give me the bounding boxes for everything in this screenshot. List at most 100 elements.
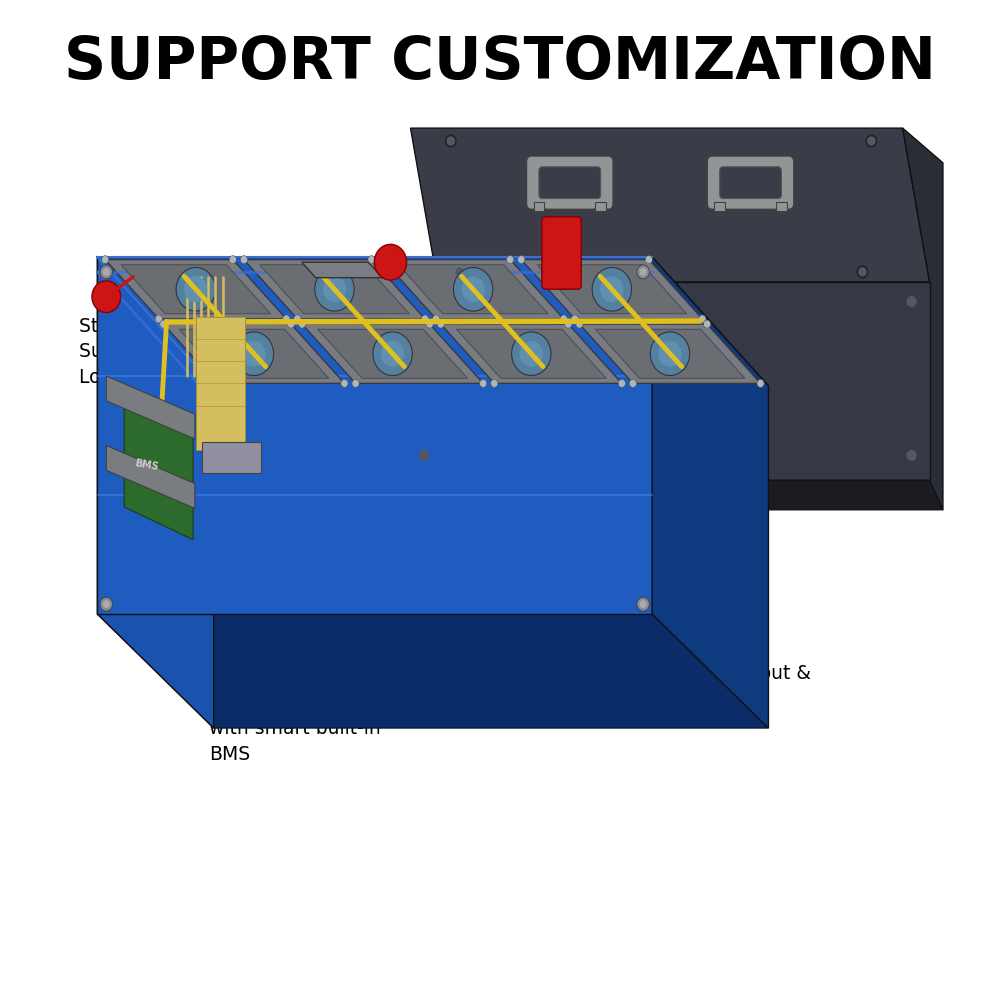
Polygon shape — [595, 329, 745, 378]
Circle shape — [341, 379, 348, 387]
Polygon shape — [398, 265, 548, 314]
Circle shape — [426, 320, 433, 328]
Polygon shape — [457, 329, 606, 378]
Polygon shape — [441, 324, 622, 383]
Polygon shape — [903, 128, 943, 510]
Circle shape — [857, 266, 868, 278]
Polygon shape — [411, 128, 930, 282]
Circle shape — [637, 265, 649, 279]
Polygon shape — [411, 480, 943, 510]
FancyBboxPatch shape — [202, 442, 261, 473]
Circle shape — [315, 267, 354, 311]
Circle shape — [160, 320, 167, 328]
Text: Sturdy Metal Casing,
Support OEM Size,
Logo and designa: Sturdy Metal Casing, Support OEM Size, L… — [79, 317, 274, 387]
Circle shape — [100, 265, 113, 279]
Circle shape — [560, 315, 567, 323]
Circle shape — [480, 379, 487, 387]
Circle shape — [618, 379, 625, 387]
Circle shape — [507, 256, 514, 264]
Circle shape — [491, 379, 498, 387]
Polygon shape — [411, 282, 930, 480]
Polygon shape — [97, 614, 768, 728]
Polygon shape — [196, 317, 245, 450]
Circle shape — [103, 268, 110, 276]
Circle shape — [433, 315, 440, 323]
FancyBboxPatch shape — [526, 156, 613, 209]
Circle shape — [637, 597, 649, 611]
Circle shape — [868, 137, 875, 145]
Circle shape — [323, 276, 346, 302]
Circle shape — [352, 379, 359, 387]
Polygon shape — [244, 260, 425, 319]
Polygon shape — [163, 324, 344, 383]
Circle shape — [462, 276, 485, 302]
FancyBboxPatch shape — [539, 167, 601, 199]
Circle shape — [368, 256, 375, 264]
Bar — [714, 202, 725, 211]
Circle shape — [419, 450, 428, 460]
Circle shape — [298, 320, 306, 328]
Circle shape — [907, 450, 916, 460]
Circle shape — [640, 600, 647, 608]
Circle shape — [103, 600, 110, 608]
Bar — [534, 202, 544, 211]
Circle shape — [859, 268, 866, 276]
Circle shape — [592, 267, 632, 311]
Text: Powerful Output &
Fast Charging: Powerful Output & Fast Charging — [639, 664, 811, 708]
Polygon shape — [579, 324, 761, 383]
Circle shape — [374, 244, 407, 280]
Polygon shape — [537, 265, 687, 314]
Circle shape — [176, 267, 215, 311]
Polygon shape — [302, 324, 483, 383]
Polygon shape — [179, 329, 329, 378]
Polygon shape — [302, 262, 382, 278]
Polygon shape — [106, 445, 195, 508]
Circle shape — [699, 315, 706, 323]
Circle shape — [866, 135, 877, 147]
Circle shape — [283, 315, 290, 323]
Polygon shape — [106, 376, 195, 439]
Circle shape — [229, 256, 236, 264]
Circle shape — [518, 256, 525, 264]
Bar — [595, 202, 606, 211]
Circle shape — [542, 246, 581, 289]
Circle shape — [456, 268, 463, 276]
Circle shape — [520, 341, 543, 367]
Polygon shape — [124, 396, 193, 540]
Circle shape — [703, 320, 711, 328]
Circle shape — [92, 281, 121, 313]
Circle shape — [287, 320, 295, 328]
Circle shape — [512, 332, 551, 376]
Circle shape — [650, 332, 690, 376]
Bar — [776, 202, 787, 211]
Polygon shape — [105, 260, 286, 319]
Circle shape — [454, 266, 465, 278]
Circle shape — [100, 597, 113, 611]
Circle shape — [565, 320, 572, 328]
Circle shape — [419, 297, 428, 307]
Circle shape — [757, 379, 764, 387]
Circle shape — [155, 315, 162, 323]
Circle shape — [102, 256, 109, 264]
Circle shape — [576, 320, 583, 328]
Polygon shape — [97, 257, 214, 728]
Circle shape — [379, 256, 386, 264]
Polygon shape — [652, 257, 768, 728]
Text: Easy Monitor thru
LCD: Easy Monitor thru LCD — [697, 207, 863, 252]
Circle shape — [234, 332, 274, 376]
Circle shape — [658, 341, 682, 367]
Circle shape — [242, 341, 266, 367]
Polygon shape — [260, 265, 409, 314]
Text: SUPPORT CUSTOMIZATION: SUPPORT CUSTOMIZATION — [64, 34, 936, 91]
Circle shape — [600, 276, 623, 302]
Circle shape — [421, 315, 429, 323]
Circle shape — [453, 267, 493, 311]
Circle shape — [645, 256, 652, 264]
Circle shape — [294, 315, 301, 323]
Polygon shape — [97, 257, 768, 386]
Polygon shape — [121, 265, 271, 314]
Polygon shape — [97, 257, 652, 614]
Circle shape — [373, 332, 412, 376]
Circle shape — [447, 137, 454, 145]
FancyBboxPatch shape — [707, 156, 794, 209]
